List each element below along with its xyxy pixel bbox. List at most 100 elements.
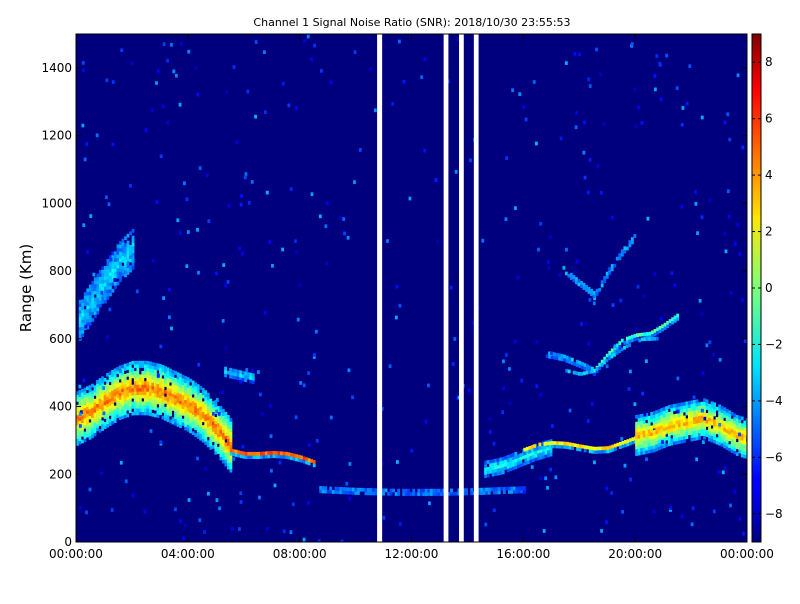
heat-cell [677, 419, 681, 424]
heat-cell [181, 378, 185, 382]
heat-cell [106, 272, 110, 277]
heat-cell [656, 330, 659, 335]
heat-cell [196, 421, 200, 426]
heat-cell [665, 419, 669, 424]
heat-cell [196, 401, 200, 405]
heat-cell [83, 157, 87, 162]
feature-x-branch-down [562, 265, 596, 299]
heat-cell [396, 460, 399, 464]
heat-cell [176, 409, 180, 414]
heat-cell [672, 424, 676, 428]
heat-cell [662, 434, 666, 438]
heat-cell [93, 429, 97, 433]
heat-cell [652, 421, 656, 426]
heat-cell [166, 370, 170, 375]
heat-cell [176, 416, 180, 421]
heat-cell [108, 408, 112, 413]
heat-cell [226, 455, 230, 460]
heat-cell [623, 341, 627, 345]
heat-cell [685, 425, 689, 429]
heat-cell [169, 402, 172, 407]
heat-cell [194, 382, 198, 387]
heat-cell [119, 251, 122, 256]
heat-cell [224, 373, 227, 378]
heat-cell [720, 422, 724, 427]
heat-cell [216, 423, 220, 427]
heat-cell [123, 397, 127, 402]
heat-cell [219, 426, 223, 430]
heat-cell [197, 270, 200, 275]
heat-cell [491, 469, 495, 474]
heat-cell [101, 406, 104, 411]
heat-cell [151, 382, 155, 387]
heat-cell [588, 446, 592, 450]
heat-cell [698, 402, 701, 406]
heat-cell [229, 445, 233, 449]
heat-cell [88, 487, 92, 492]
heat-cell [209, 446, 213, 450]
heat-cell [650, 337, 654, 341]
heat-cell [86, 423, 89, 428]
heat-cell [733, 437, 737, 441]
heat-cell [176, 412, 180, 417]
heat-cell [685, 404, 689, 409]
heat-cell [502, 386, 506, 391]
heat-cell [113, 405, 117, 410]
heat-cell [118, 372, 122, 377]
heat-cell [249, 379, 253, 384]
heat-cell [501, 410, 505, 415]
heat-cell [668, 322, 672, 327]
heat-cell [113, 415, 117, 420]
heat-cell [179, 380, 182, 385]
heat-cell [76, 442, 79, 446]
heat-cell [111, 393, 115, 398]
heat-cell [666, 324, 670, 329]
heat-cell [730, 425, 734, 430]
heat-cell [101, 300, 105, 304]
heat-cell [179, 410, 182, 415]
heat-cell [635, 452, 638, 456]
heat-cell [209, 412, 213, 416]
heat-cell [514, 465, 518, 470]
heat-cell [373, 108, 377, 113]
heat-cell [220, 390, 224, 394]
heat-cell [226, 435, 230, 440]
heat-cell [362, 487, 365, 492]
heat-cell [141, 381, 145, 385]
heat-cell [486, 470, 490, 475]
heat-cell [740, 430, 744, 434]
heat-cell [136, 384, 140, 389]
heat-cell [76, 435, 79, 440]
heat-cell [275, 451, 278, 455]
heat-cell [113, 368, 117, 373]
heat-cell [486, 460, 490, 464]
heat-cell [83, 302, 87, 307]
heat-cell [725, 425, 729, 430]
heat-cell [529, 455, 533, 460]
heat-cell [106, 386, 110, 391]
heat-cell [131, 259, 135, 264]
heat-cell [216, 416, 220, 421]
heat-cell [285, 455, 288, 459]
heat-cell [634, 327, 638, 332]
heat-cell [588, 365, 592, 370]
heat-cell [251, 380, 255, 384]
heat-cell [404, 492, 408, 496]
heat-cell [146, 401, 150, 406]
heat-cell [713, 419, 716, 424]
heat-cell [713, 436, 716, 441]
heat-cell [221, 412, 225, 416]
heat-cell [86, 308, 90, 313]
heat-cell [194, 416, 198, 420]
heat-cell [120, 48, 124, 53]
heat-cell [507, 490, 511, 494]
heat-cell [676, 313, 680, 318]
heat-cell [174, 388, 177, 392]
heat-cell [271, 263, 274, 268]
heat-cell [558, 353, 562, 358]
heat-cell [640, 417, 644, 422]
heat-cell [159, 408, 162, 412]
heat-cell [186, 424, 190, 429]
heat-cell [103, 276, 107, 280]
heat-cell [93, 408, 97, 413]
